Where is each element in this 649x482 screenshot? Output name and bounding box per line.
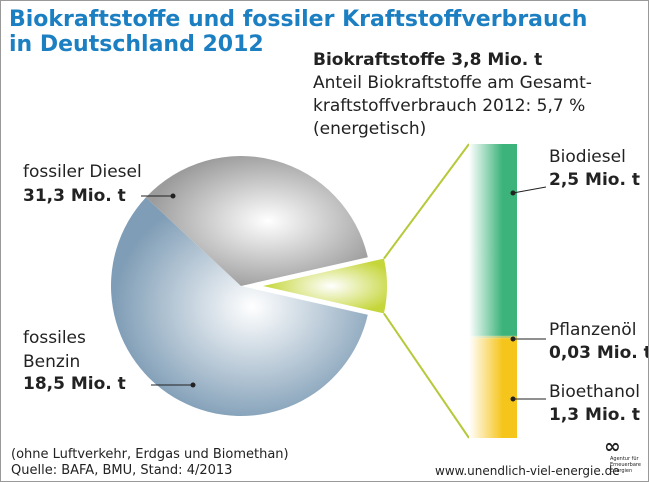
annotation: kraftstoffverbrauch 2012: 5,7 % (313, 96, 586, 116)
logo-text: Agentur für Erneuerbare Energien (610, 456, 641, 474)
title-line: in Deutschland 2012 (9, 32, 264, 57)
bio-total: Biokraftstoffe 3,8 Mio. t (313, 49, 542, 72)
leader-line (512, 186, 547, 194)
pie-slice (263, 258, 387, 314)
leader-dot (510, 396, 516, 402)
footnote: (ohne Luftverkehr, Erdgas und Biomethan) (11, 447, 289, 462)
value-label: 18,5 Mio. t (23, 374, 126, 394)
label: fossiles Benzin (23, 328, 86, 372)
pie-slice (145, 156, 368, 286)
value-label: 1,3 Mio. t (549, 405, 640, 425)
leader-dot (170, 193, 176, 199)
label: Biokraftstoffe (313, 50, 446, 70)
connector (383, 312, 470, 439)
logo-icon: ∞ (604, 434, 621, 458)
source: Quelle: BAFA, BMU, Stand: 4/2013 (11, 463, 233, 478)
value-label: 2,5 Mio. t (549, 170, 640, 190)
label: fossiler Diesel (23, 162, 142, 182)
label: Biodiesel (549, 147, 626, 167)
leader-dot (190, 382, 196, 388)
label: Bioethanol (549, 382, 641, 402)
url: www.unendlich-viel-energie.de (435, 464, 620, 478)
bar-segment (469, 338, 517, 438)
bar-segment (469, 335, 517, 339)
leader-dot (510, 336, 516, 342)
pie-slice (110, 197, 368, 417)
label: Pflanzenöl (549, 320, 637, 340)
bar-segment (469, 144, 517, 336)
annotation: Anteil Biokraftstoffe am Gesamt- (313, 73, 592, 93)
value-label: 3,8 Mio. t (451, 50, 543, 70)
value-label: 31,3 Mio. t (23, 186, 126, 206)
annotation: (energetisch) (313, 119, 427, 139)
leader-dot (510, 190, 516, 196)
title-line: Biokraftstoffe und fossiler Kraftstoffve… (9, 7, 588, 32)
value-label: 0,03 Mio. t (549, 343, 649, 363)
connector (383, 143, 470, 260)
